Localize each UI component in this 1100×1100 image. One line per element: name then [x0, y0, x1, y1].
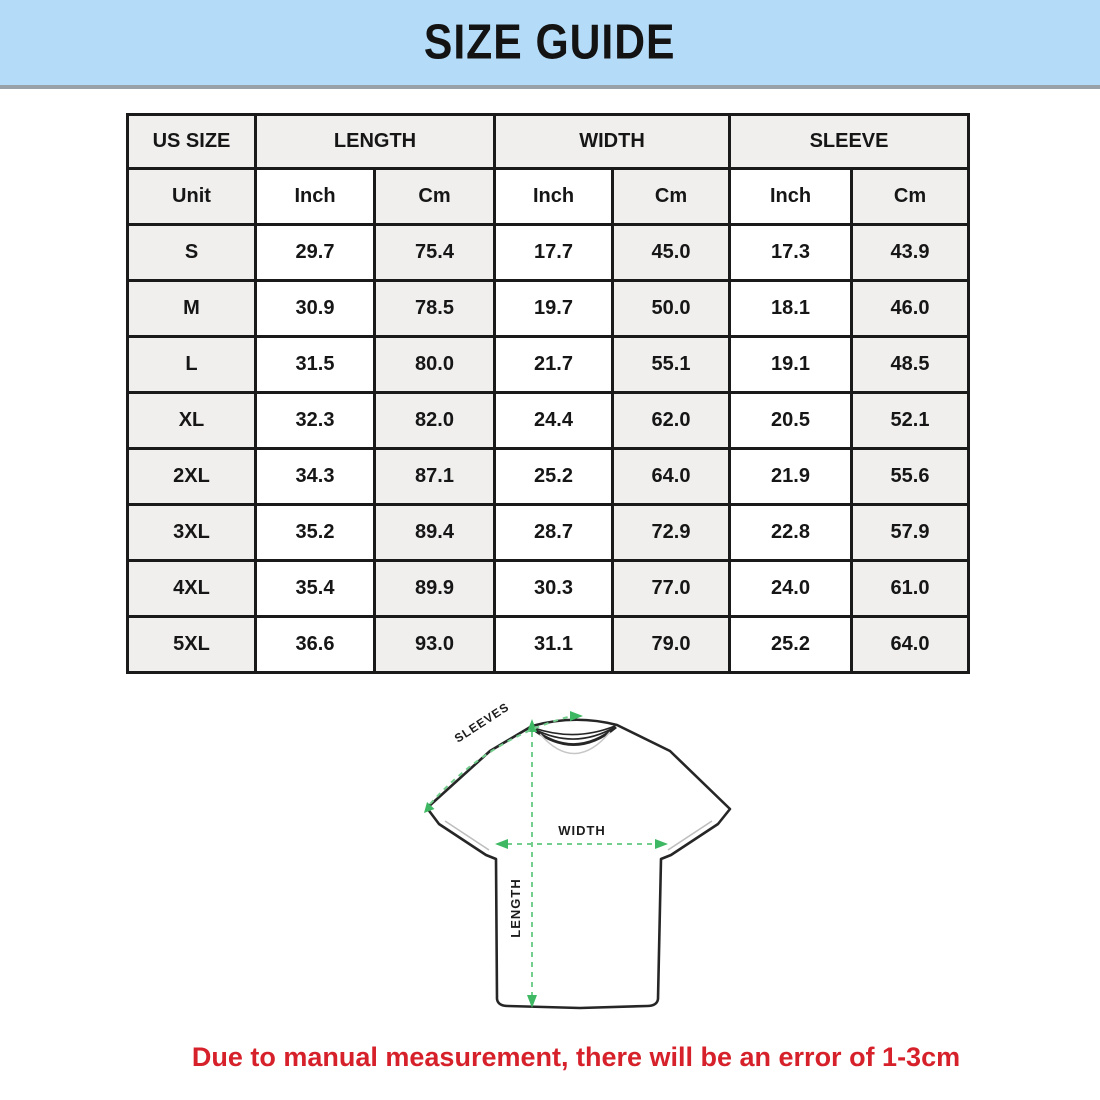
table-header-row: US SIZE LENGTH WIDTH SLEEVE: [126, 113, 971, 170]
value-cell: 48.5: [850, 335, 971, 394]
value-cell: 72.9: [610, 503, 732, 562]
value-cell: 89.9: [373, 559, 496, 618]
sleeve-measure-line: [429, 716, 569, 805]
value-cell: 28.7: [493, 503, 614, 562]
value-cell: 31.1: [493, 615, 614, 674]
value-cell: 21.9: [728, 447, 854, 506]
collar-rib-line: [533, 725, 616, 736]
value-cell: 30.3: [493, 559, 614, 618]
size-cell: 2XL: [126, 447, 257, 506]
size-cell: 3XL: [126, 503, 257, 562]
tshirt-measurement-diagram: LENGTH WIDTH SLEEVES: [400, 688, 780, 1033]
size-cell: 5XL: [126, 615, 257, 674]
size-cell: M: [126, 279, 257, 338]
right-cuff-seam: [667, 820, 713, 851]
table-row: L 31.5 80.0 21.7 55.1 19.1 48.5: [126, 335, 971, 394]
value-cell: 87.1: [373, 447, 496, 506]
unit-cell: Inch: [493, 167, 614, 226]
unit-cell: Cm: [850, 167, 971, 226]
value-cell: 55.6: [850, 447, 971, 506]
value-cell: 24.4: [493, 391, 614, 450]
unit-cell: Cm: [373, 167, 496, 226]
collar-seam-line: [539, 731, 611, 755]
table-row: 5XL 36.6 93.0 31.1 79.0 25.2 64.0: [126, 615, 971, 674]
value-cell: 55.1: [610, 335, 732, 394]
size-guide-banner: SIZE GUIDE: [0, 0, 1100, 89]
unit-row: Unit Inch Cm Inch Cm Inch Cm: [126, 167, 971, 226]
value-cell: 80.0: [373, 335, 496, 394]
header-us-size: US SIZE: [126, 113, 257, 170]
length-arrow-up-icon: [527, 719, 537, 732]
header-width: WIDTH: [492, 113, 732, 170]
collar-rib-line: [533, 726, 616, 740]
value-cell: 82.0: [373, 391, 496, 450]
sleeves-label: SLEEVES: [452, 700, 512, 746]
tshirt-outline: [425, 718, 732, 1010]
header-sleeve: SLEEVE: [728, 113, 971, 170]
width-arrow-left-icon: [495, 839, 508, 849]
table-row: M 30.9 78.5 19.7 50.0 18.1 46.0: [126, 279, 971, 338]
size-cell: L: [126, 335, 257, 394]
value-cell: 17.7: [493, 223, 614, 282]
unit-cell: Cm: [610, 167, 732, 226]
measurement-disclaimer: Due to manual measurement, there will be…: [191, 1042, 961, 1072]
value-cell: 21.7: [493, 335, 614, 394]
value-cell: 61.0: [850, 559, 971, 618]
value-cell: 19.7: [493, 279, 614, 338]
value-cell: 34.3: [254, 447, 376, 506]
value-cell: 75.4: [373, 223, 496, 282]
value-cell: 52.1: [850, 391, 971, 450]
value-cell: 77.0: [610, 559, 732, 618]
value-cell: 35.4: [254, 559, 376, 618]
value-cell: 36.6: [254, 615, 376, 674]
table-row: S 29.7 75.4 17.7 45.0 17.3 43.9: [126, 223, 971, 282]
value-cell: 35.2: [254, 503, 376, 562]
size-cell: S: [126, 223, 257, 282]
value-cell: 22.8: [728, 503, 854, 562]
value-cell: 89.4: [373, 503, 496, 562]
length-arrow-down-icon: [527, 995, 537, 1008]
value-cell: 20.5: [728, 391, 854, 450]
value-cell: 24.0: [728, 559, 854, 618]
size-cell: XL: [126, 391, 257, 450]
value-cell: 17.3: [728, 223, 854, 282]
table-row: 2XL 34.3 87.1 25.2 64.0 21.9 55.6: [126, 447, 971, 506]
value-cell: 62.0: [610, 391, 732, 450]
value-cell: 64.0: [850, 615, 971, 674]
size-cell: 4XL: [126, 559, 257, 618]
value-cell: 79.0: [610, 615, 732, 674]
sleeve-arrow-end-icon: [424, 802, 435, 813]
value-cell: 25.2: [728, 615, 854, 674]
width-label: WIDTH: [558, 823, 606, 838]
table-row: 4XL 35.4 89.9 30.3 77.0 24.0 61.0: [126, 559, 971, 618]
value-cell: 57.9: [850, 503, 971, 562]
value-cell: 31.5: [254, 335, 376, 394]
value-cell: 19.1: [728, 335, 854, 394]
value-cell: 43.9: [850, 223, 971, 282]
value-cell: 25.2: [493, 447, 614, 506]
value-cell: 30.9: [254, 279, 376, 338]
width-arrow-right-icon: [655, 839, 668, 849]
sleeve-arrow-right-icon: [570, 711, 583, 721]
value-cell: 50.0: [610, 279, 732, 338]
unit-cell: Inch: [728, 167, 854, 226]
value-cell: 78.5: [373, 279, 496, 338]
unit-label-cell: Unit: [126, 167, 257, 226]
table-row: XL 32.3 82.0 24.4 62.0 20.5 52.1: [126, 391, 971, 450]
value-cell: 93.0: [373, 615, 496, 674]
left-cuff-seam: [444, 820, 490, 851]
unit-cell: Inch: [254, 167, 376, 226]
value-cell: 32.3: [254, 391, 376, 450]
value-cell: 64.0: [610, 447, 732, 506]
table-row: 3XL 35.2 89.4 28.7 72.9 22.8 57.9: [126, 503, 971, 562]
header-length: LENGTH: [254, 113, 496, 170]
page-title: SIZE GUIDE: [424, 14, 676, 70]
value-cell: 46.0: [850, 279, 971, 338]
length-label: LENGTH: [508, 878, 523, 937]
value-cell: 29.7: [254, 223, 376, 282]
value-cell: 18.1: [728, 279, 854, 338]
size-chart-table: US SIZE LENGTH WIDTH SLEEVE Unit Inch Cm…: [126, 113, 971, 674]
value-cell: 45.0: [610, 223, 732, 282]
